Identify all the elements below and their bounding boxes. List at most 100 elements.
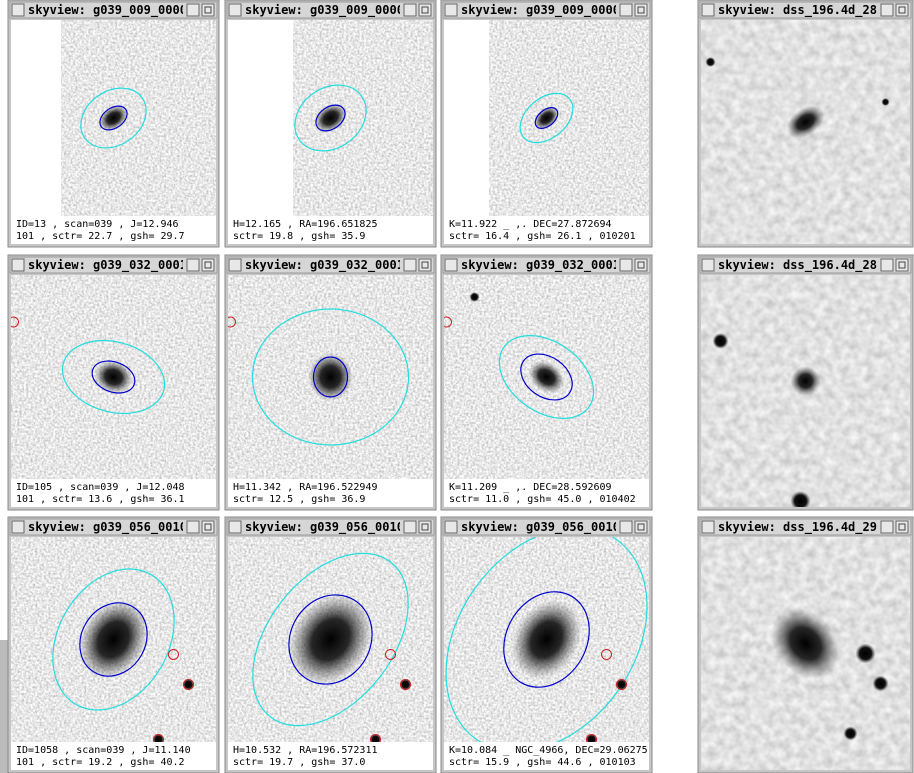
minimize-button[interactable] bbox=[619, 520, 633, 534]
minimize-button[interactable] bbox=[186, 258, 200, 272]
caption-area bbox=[228, 479, 433, 507]
sky-image bbox=[228, 275, 433, 479]
max-icon bbox=[898, 523, 906, 531]
minimize-button[interactable] bbox=[880, 258, 894, 272]
minimize-button[interactable] bbox=[403, 258, 417, 272]
maximize-button[interactable] bbox=[634, 520, 648, 534]
minimize-button[interactable] bbox=[880, 3, 894, 17]
minimize-button[interactable] bbox=[619, 3, 633, 17]
minimize-button[interactable] bbox=[186, 3, 200, 17]
maximize-button[interactable] bbox=[201, 520, 215, 534]
window-menu-button[interactable] bbox=[11, 3, 25, 17]
galaxy bbox=[94, 360, 133, 394]
window: skyview: g039_009_0000 K=11.922 _ ,. DEC=… bbox=[440, 0, 653, 248]
maximize-button[interactable] bbox=[895, 258, 909, 272]
star-marker bbox=[444, 316, 452, 328]
star bbox=[790, 491, 811, 507]
maximize-button[interactable] bbox=[634, 258, 648, 272]
window-menu-button[interactable] bbox=[444, 520, 458, 534]
minimize-button[interactable] bbox=[403, 3, 417, 17]
star-marker bbox=[616, 679, 627, 690]
star bbox=[615, 678, 628, 691]
star-marker bbox=[601, 649, 612, 660]
window-menu-button[interactable] bbox=[228, 520, 242, 534]
caption-line: H=10.532 , RA=196.572311 bbox=[233, 745, 378, 756]
galaxy bbox=[78, 600, 149, 679]
maximize-button[interactable] bbox=[201, 3, 215, 17]
maximize-button[interactable] bbox=[895, 3, 909, 17]
galaxy bbox=[288, 594, 373, 685]
sky-image bbox=[444, 275, 649, 479]
minimize-button[interactable] bbox=[186, 520, 200, 534]
max-icon bbox=[421, 6, 429, 14]
outer-aperture bbox=[498, 335, 595, 419]
window-menu-button[interactable] bbox=[701, 3, 715, 17]
no-data-region bbox=[11, 20, 61, 216]
minimize-button[interactable] bbox=[403, 520, 417, 534]
window: skyview: g039_032_0001 H=11.342 , RA=196.… bbox=[224, 254, 437, 511]
title-bar bbox=[699, 1, 912, 19]
maximize-button[interactable] bbox=[895, 520, 909, 534]
galaxy bbox=[528, 360, 565, 394]
no-data-region bbox=[444, 20, 489, 216]
caption-line: ID=105 , scan=039 , J=12.048 bbox=[16, 482, 185, 493]
caption-line: 101 , sctr= 13.6 , gsh= 36.1 bbox=[16, 494, 185, 505]
caption-line: 101 , sctr= 22.7 , gsh= 29.7 bbox=[16, 231, 185, 242]
max-icon bbox=[421, 523, 429, 531]
maximize-button[interactable] bbox=[201, 258, 215, 272]
window-title: skyview: g039_009_0000 bbox=[245, 3, 404, 18]
star-marker bbox=[168, 649, 179, 660]
sky-image bbox=[701, 20, 910, 244]
star bbox=[182, 678, 195, 691]
caption-area bbox=[11, 216, 216, 244]
star-marker bbox=[400, 679, 411, 690]
inner-aperture bbox=[503, 591, 590, 688]
galaxy bbox=[511, 600, 582, 679]
title-bar bbox=[9, 1, 218, 19]
window-menu-button[interactable] bbox=[701, 520, 715, 534]
maximize-button[interactable] bbox=[418, 3, 432, 17]
title-bar bbox=[699, 256, 912, 274]
max-icon bbox=[637, 261, 645, 269]
window: skyview: g039_056_0010 H=10.532 , RA=196.… bbox=[224, 516, 437, 773]
maximize-button[interactable] bbox=[634, 3, 648, 17]
window-menu-button[interactable] bbox=[701, 258, 715, 272]
window-title: skyview: g039_056_0010 bbox=[245, 520, 404, 535]
caption-line: K=11.209 _ ,. DEC=28.592609 bbox=[449, 482, 612, 493]
window-title: skyview: g039_032_0001 bbox=[461, 258, 620, 273]
window-menu-button[interactable] bbox=[228, 258, 242, 272]
star-marker bbox=[586, 734, 597, 742]
galaxy bbox=[771, 607, 840, 680]
window-menu-button[interactable] bbox=[444, 258, 458, 272]
outer-aperture bbox=[519, 92, 574, 144]
title-bar bbox=[699, 518, 912, 536]
window: skyview: dss_196.4d_28 bbox=[697, 0, 914, 248]
window: skyview: g039_032_0001 ID=105 , scan=039 … bbox=[7, 254, 220, 511]
minimize-button[interactable] bbox=[619, 258, 633, 272]
galaxy bbox=[786, 105, 825, 139]
minimize-button[interactable] bbox=[880, 520, 894, 534]
outer-aperture bbox=[52, 568, 175, 711]
window-menu-button[interactable] bbox=[228, 3, 242, 17]
star-marker bbox=[183, 679, 194, 690]
window-title: skyview: g039_009_0000 bbox=[461, 3, 620, 18]
star bbox=[705, 57, 716, 67]
window-menu-button[interactable] bbox=[11, 520, 25, 534]
star bbox=[399, 678, 412, 691]
window-menu-button[interactable] bbox=[444, 3, 458, 17]
star bbox=[855, 643, 876, 664]
window: skyview: g039_009_0000 ID=13 , scan=039 ,… bbox=[7, 0, 220, 248]
window-menu-button[interactable] bbox=[11, 258, 25, 272]
sky-image bbox=[11, 275, 216, 479]
maximize-button[interactable] bbox=[418, 258, 432, 272]
outer-aperture bbox=[445, 537, 648, 742]
star-marker bbox=[11, 316, 19, 328]
caption-line: 101 , sctr= 19.2 , gsh= 40.2 bbox=[16, 757, 185, 768]
desktop-strip bbox=[0, 640, 8, 773]
max-icon bbox=[204, 523, 212, 531]
star bbox=[469, 292, 480, 302]
caption-line: ID=13 , scan=039 , J=12.946 bbox=[16, 219, 179, 230]
maximize-button[interactable] bbox=[418, 520, 432, 534]
window-title: skyview: g039_032_0001 bbox=[28, 258, 187, 273]
